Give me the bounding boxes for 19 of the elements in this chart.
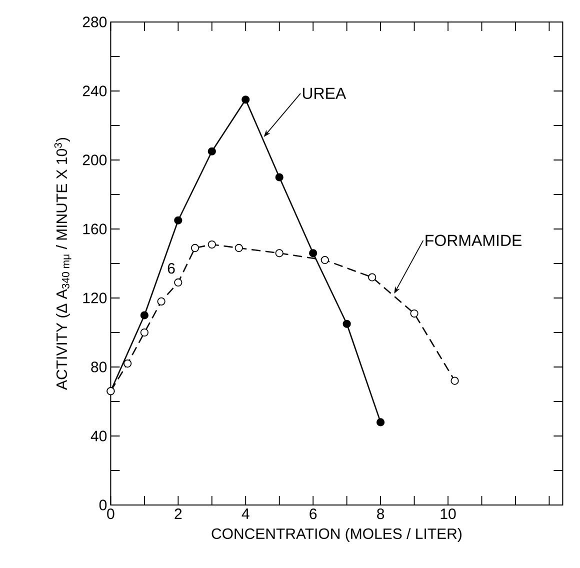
y-tick-label: 80 (91, 362, 107, 372)
y-tick-label: 120 (83, 292, 107, 304)
text: FORMAMIDE (426, 234, 522, 246)
y-tick-label: 0 (99, 500, 107, 510)
y-tick-label: 280 (82, 16, 107, 28)
y-tick-label: 240 (82, 86, 107, 96)
y-axis-title: ACTIVITY (Δ A$_{340 mμ}$ / MINUTE X 10$^{3}$) (54, 138, 72, 390)
text: UREA (302, 88, 346, 100)
x-tick-label: 4 (242, 508, 250, 519)
y-tick-label: 40 (90, 430, 107, 442)
x-tick-label: 6 (310, 508, 317, 520)
x-tick-label: 0 (107, 508, 114, 520)
x-axis-title: CONCENTRATION (MOLES / LITER) (212, 528, 462, 542)
y-tick-label: 160 (83, 224, 107, 234)
x-tick-label: 2 (174, 508, 182, 520)
y-tick-label: 200 (82, 154, 107, 166)
x-tick-label: 10 (440, 508, 456, 520)
x-tick-label: 8 (377, 508, 384, 520)
annotation: 6 (168, 263, 175, 274)
